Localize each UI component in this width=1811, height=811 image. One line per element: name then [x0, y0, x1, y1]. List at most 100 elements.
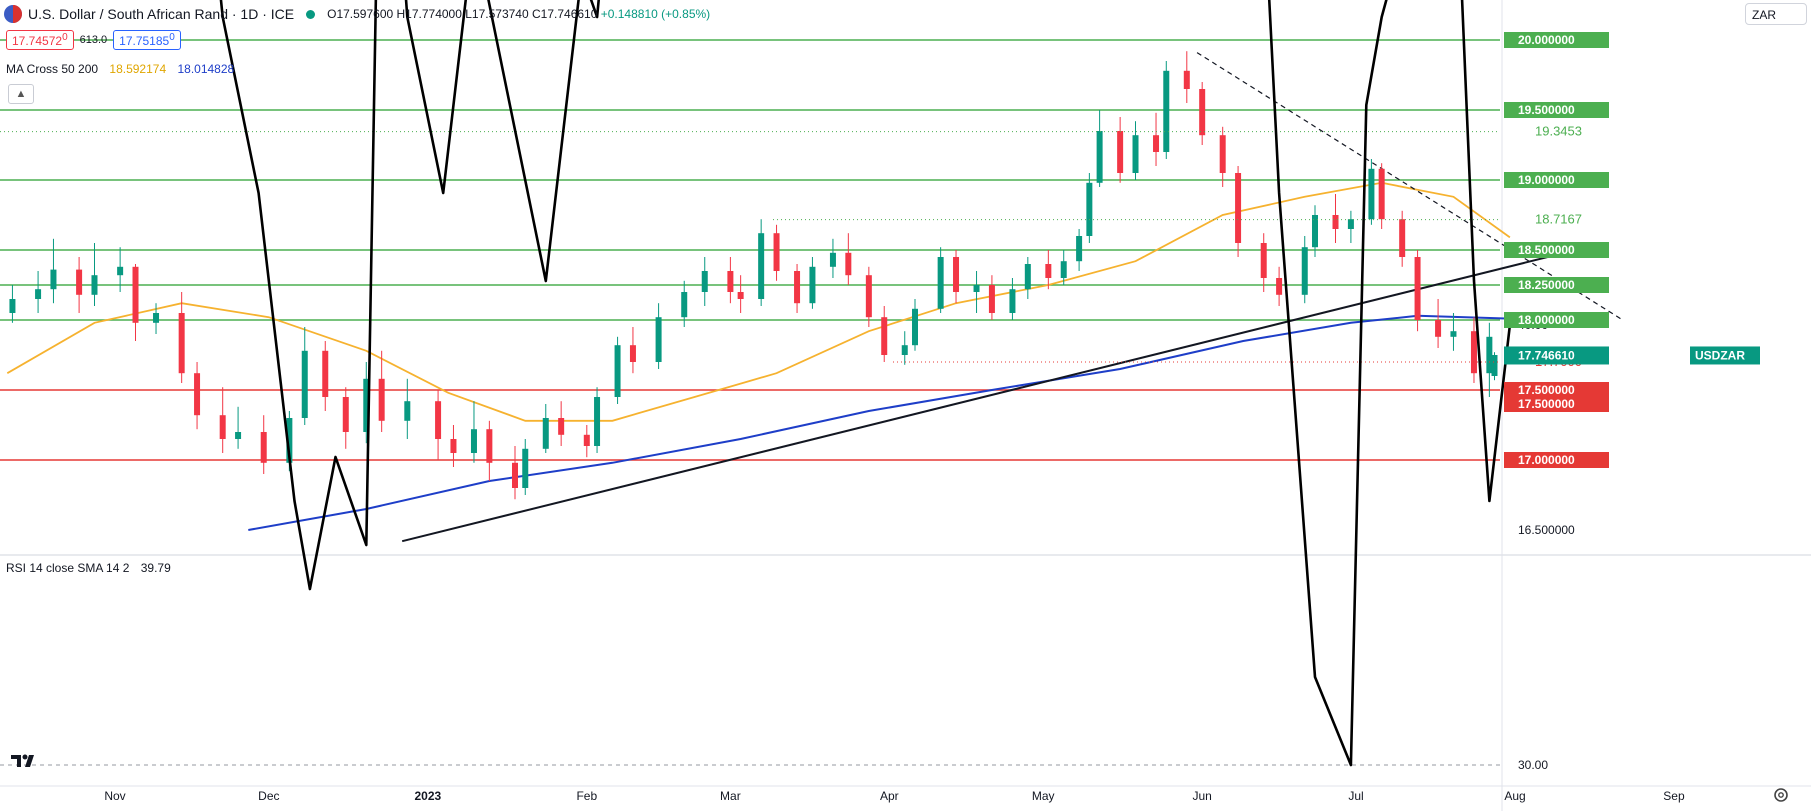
candle-body	[50, 269, 57, 290]
price-axis-label: 18.500000	[1518, 243, 1575, 257]
candle-body	[1086, 182, 1093, 236]
time-axis-label: Mar	[720, 789, 741, 803]
candle-body	[153, 313, 160, 323]
candle-body	[1163, 70, 1170, 152]
ohlc-close: C17.746610	[532, 7, 598, 21]
candle-body	[773, 233, 780, 271]
price-axis-label: 17.000000	[1518, 453, 1575, 467]
candle-body	[342, 397, 349, 432]
candle-body	[76, 269, 83, 295]
price-axis-label: 20.000000	[1518, 33, 1575, 47]
buy-quote-button[interactable]: 17.751850	[113, 30, 181, 50]
ohlc-low: L17.573740	[465, 7, 529, 21]
tradingview-logo-icon[interactable]	[10, 752, 40, 770]
price-axis-label: 17.500000	[1518, 383, 1575, 397]
annotation-label: 19.3453	[1535, 124, 1582, 139]
price-axis-label: 18.000000	[1518, 313, 1575, 327]
candle-body	[1491, 355, 1498, 376]
candle-body	[1378, 168, 1385, 220]
candle-body	[117, 266, 124, 276]
sell-price-pip: 0	[62, 32, 68, 43]
candle-body	[1347, 219, 1354, 229]
candle-body	[1117, 131, 1124, 173]
candle-body	[809, 266, 816, 304]
rsi-line	[219, 0, 1512, 767]
candle-body	[1301, 247, 1308, 295]
candle-body	[1132, 135, 1139, 173]
ma-legend[interactable]: MA Cross 50 200 18.592174 18.014828	[6, 62, 234, 76]
rsi-axis-label: 30.00	[1518, 758, 1548, 772]
price-level-tag	[1504, 396, 1609, 412]
ma200-value: 18.014828	[177, 62, 235, 76]
candle-body	[655, 317, 662, 362]
rsi-value: 39.79	[140, 561, 171, 575]
candle-body	[235, 432, 242, 439]
candle-body	[881, 317, 888, 355]
candle-body	[1470, 331, 1477, 374]
candle-body	[1096, 131, 1103, 183]
collapse-legend-button[interactable]: ▲	[8, 84, 34, 104]
price-axis-label: 19.000000	[1518, 173, 1575, 187]
sell-price: 17.74572	[12, 34, 63, 48]
price-level-tag	[1504, 32, 1609, 48]
ohlc-change: +0.148810 (+0.85%)	[600, 7, 711, 21]
candle-body	[1435, 320, 1442, 337]
sell-quote-button[interactable]: 17.745720	[6, 30, 74, 50]
price-axis-label: 17.500000	[1518, 397, 1575, 411]
support-trendline	[401, 247, 1582, 543]
time-axis-label: Dec	[258, 789, 279, 803]
candle-body	[973, 285, 980, 292]
candle-body	[937, 257, 944, 309]
buy-price-pip: 0	[169, 32, 175, 43]
time-axis-label: May	[1032, 789, 1055, 803]
candle-body	[1486, 336, 1493, 374]
candle-body	[35, 289, 42, 299]
candle-body	[1219, 135, 1226, 173]
candle-body	[1153, 135, 1160, 152]
candle-body	[1076, 236, 1083, 262]
candle-body	[901, 345, 908, 355]
candle-body	[681, 292, 688, 318]
candle-body	[91, 275, 98, 295]
price-level-tag	[1504, 277, 1609, 293]
candle-body	[1276, 278, 1283, 295]
resistance-trendline	[1196, 52, 1624, 321]
rsi-legend[interactable]: RSI 14 close SMA 14 2 39.79	[6, 561, 171, 575]
symbol-title[interactable]: U.S. Dollar / South African Rand · 1D · …	[28, 6, 295, 22]
candle-body	[486, 429, 493, 463]
time-axis-label: Feb	[576, 789, 597, 803]
candle-body	[988, 285, 995, 313]
price-level-tag	[1504, 382, 1609, 398]
candle-body	[737, 292, 744, 299]
price-level-tag	[1504, 312, 1609, 328]
chart-header: U.S. Dollar / South African Rand · 1D · …	[0, 0, 710, 28]
candle-body	[9, 299, 16, 313]
candle-body	[1414, 257, 1421, 320]
candle-body	[363, 378, 370, 432]
candle-body	[301, 350, 308, 418]
candle-body	[727, 271, 734, 292]
last-price-label: 17.746610	[1518, 348, 1575, 362]
candle-body	[378, 378, 385, 421]
candle-body	[701, 271, 708, 292]
buy-price: 17.75185	[119, 34, 170, 48]
candle-body	[1199, 89, 1206, 136]
candle-body	[286, 418, 293, 463]
candle-body	[1183, 70, 1190, 89]
ma50-value: 18.592174	[109, 62, 167, 76]
candle-body	[953, 257, 960, 292]
currency-selector[interactable]: ZAR	[1745, 3, 1807, 25]
candle-body	[132, 266, 139, 323]
annotation-label: 18.7167	[1535, 212, 1582, 227]
symbol-tag	[1690, 346, 1760, 365]
candle-body	[1009, 289, 1016, 313]
candle-body	[1399, 219, 1406, 257]
settings-gear-icon[interactable]	[1772, 786, 1790, 804]
candle-body	[219, 415, 226, 439]
candle-body	[583, 434, 590, 446]
candle-body	[1260, 243, 1267, 278]
candle-body	[194, 373, 201, 416]
candle-body	[322, 350, 329, 397]
candle-body	[829, 252, 836, 267]
